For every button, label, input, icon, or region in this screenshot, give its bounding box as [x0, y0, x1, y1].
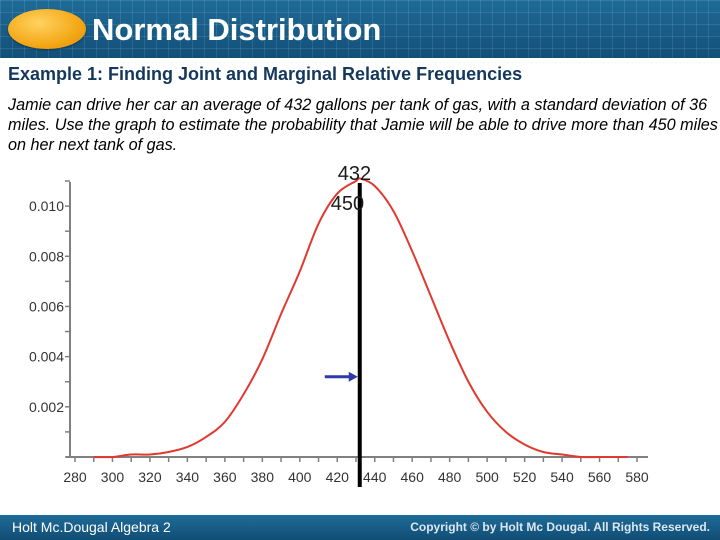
arrow-head-icon: [348, 371, 358, 382]
mean-marker-label: 432: [337, 163, 372, 185]
x-tick-label: 540: [550, 469, 574, 485]
x-tick-label: 440: [363, 469, 387, 485]
y-tick-label: 0.006: [29, 298, 64, 314]
x-tick-label: 560: [588, 469, 612, 485]
footer-book-title: Holt Mc.Dougal Algebra 2: [12, 519, 171, 535]
y-tick-label: 0.008: [29, 248, 64, 264]
y-tick-label: 0.002: [29, 399, 64, 415]
x-tick-label: 420: [326, 469, 350, 485]
x-tick-label: 580: [625, 469, 649, 485]
footer-bar: Holt Mc.Dougal Algebra 2 Copyright © by …: [0, 515, 720, 540]
footer-copyright: Copyright © by Holt Mc Dougal. All Right…: [410, 520, 710, 534]
chart-axes: [66, 182, 648, 458]
x-tick-label: 380: [251, 469, 275, 485]
header-bar: Normal Distribution: [0, 0, 720, 58]
annotation-layer: [324, 183, 362, 487]
x-tick-label: 300: [101, 469, 125, 485]
x-tick-label: 340: [176, 469, 200, 485]
threshold-marker-label: 450: [330, 193, 365, 215]
header-logo-oval: [8, 9, 86, 49]
y-tick-label: 0.010: [29, 198, 64, 214]
example-subtitle: Example 1: Finding Joint and Marginal Re…: [8, 64, 523, 84]
x-tick-label: 280: [63, 469, 87, 485]
x-tick-label: 500: [475, 469, 499, 485]
x-tick-label: 520: [513, 469, 537, 485]
y-tick-label: 0.004: [29, 349, 64, 365]
header-grid-pattern: [0, 0, 720, 58]
problem-text: Jamie can drive her car an average of 43…: [8, 96, 718, 154]
density-curve: [93, 177, 628, 459]
x-tick-label: 320: [138, 469, 162, 485]
x-tick-label: 460: [401, 469, 425, 485]
x-axis-ticks: 280 300 320 340 360 380 400 420 440 460 480 500 520 5…: [63, 457, 649, 485]
page-title: Normal Distribution: [92, 12, 382, 47]
x-tick-label: 480: [438, 469, 462, 485]
curve-layer: [93, 177, 628, 459]
x-tick-label: 400: [288, 469, 312, 485]
x-tick-label: 360: [213, 469, 237, 485]
y-axis-ticks: 0.002 0.004 0.006 0.008 0.010: [29, 180, 70, 458]
